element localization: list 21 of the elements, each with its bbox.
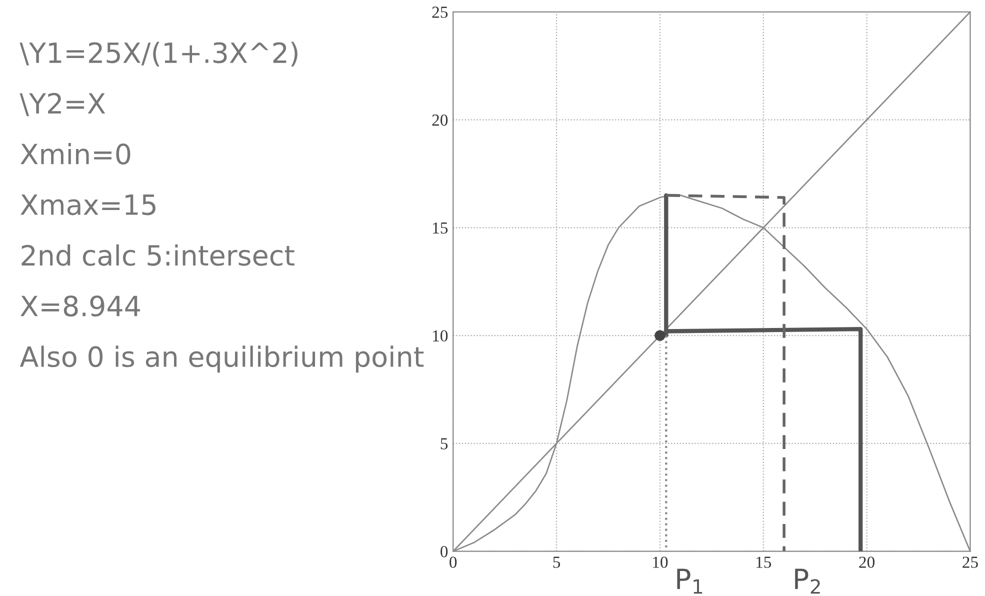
annotation: P$_{1}$	[677, 568, 702, 594]
text: Also 0 is an equilibrium point	[20, 346, 424, 373]
text: \Y1=25X/(1+.3X^2)	[20, 42, 298, 66]
annotation: P$_{2}$	[795, 568, 820, 594]
text: Xmin=0	[20, 143, 130, 165]
x-tick-label: 20	[859, 556, 874, 568]
text: Xmax=15	[20, 194, 156, 216]
text: \Y2=X	[20, 92, 106, 116]
y-tick-label: 5	[440, 438, 448, 450]
text: X=8.944	[20, 296, 140, 317]
y-tick-label: 20	[432, 114, 448, 126]
y-tick-label: 10	[433, 330, 448, 342]
x-tick-label: 15	[756, 556, 772, 568]
y-tick-label: 0	[440, 546, 448, 558]
x-tick-label: 25	[962, 556, 978, 568]
x-tick-label: 5	[553, 556, 560, 568]
y-tick-label: 15	[433, 222, 448, 234]
text: 2nd calc 5:intersect	[22, 244, 294, 266]
x-tick-label: 10	[653, 556, 668, 568]
y-tick-label: 25	[432, 6, 448, 18]
x-tick-label: 0	[450, 556, 457, 568]
